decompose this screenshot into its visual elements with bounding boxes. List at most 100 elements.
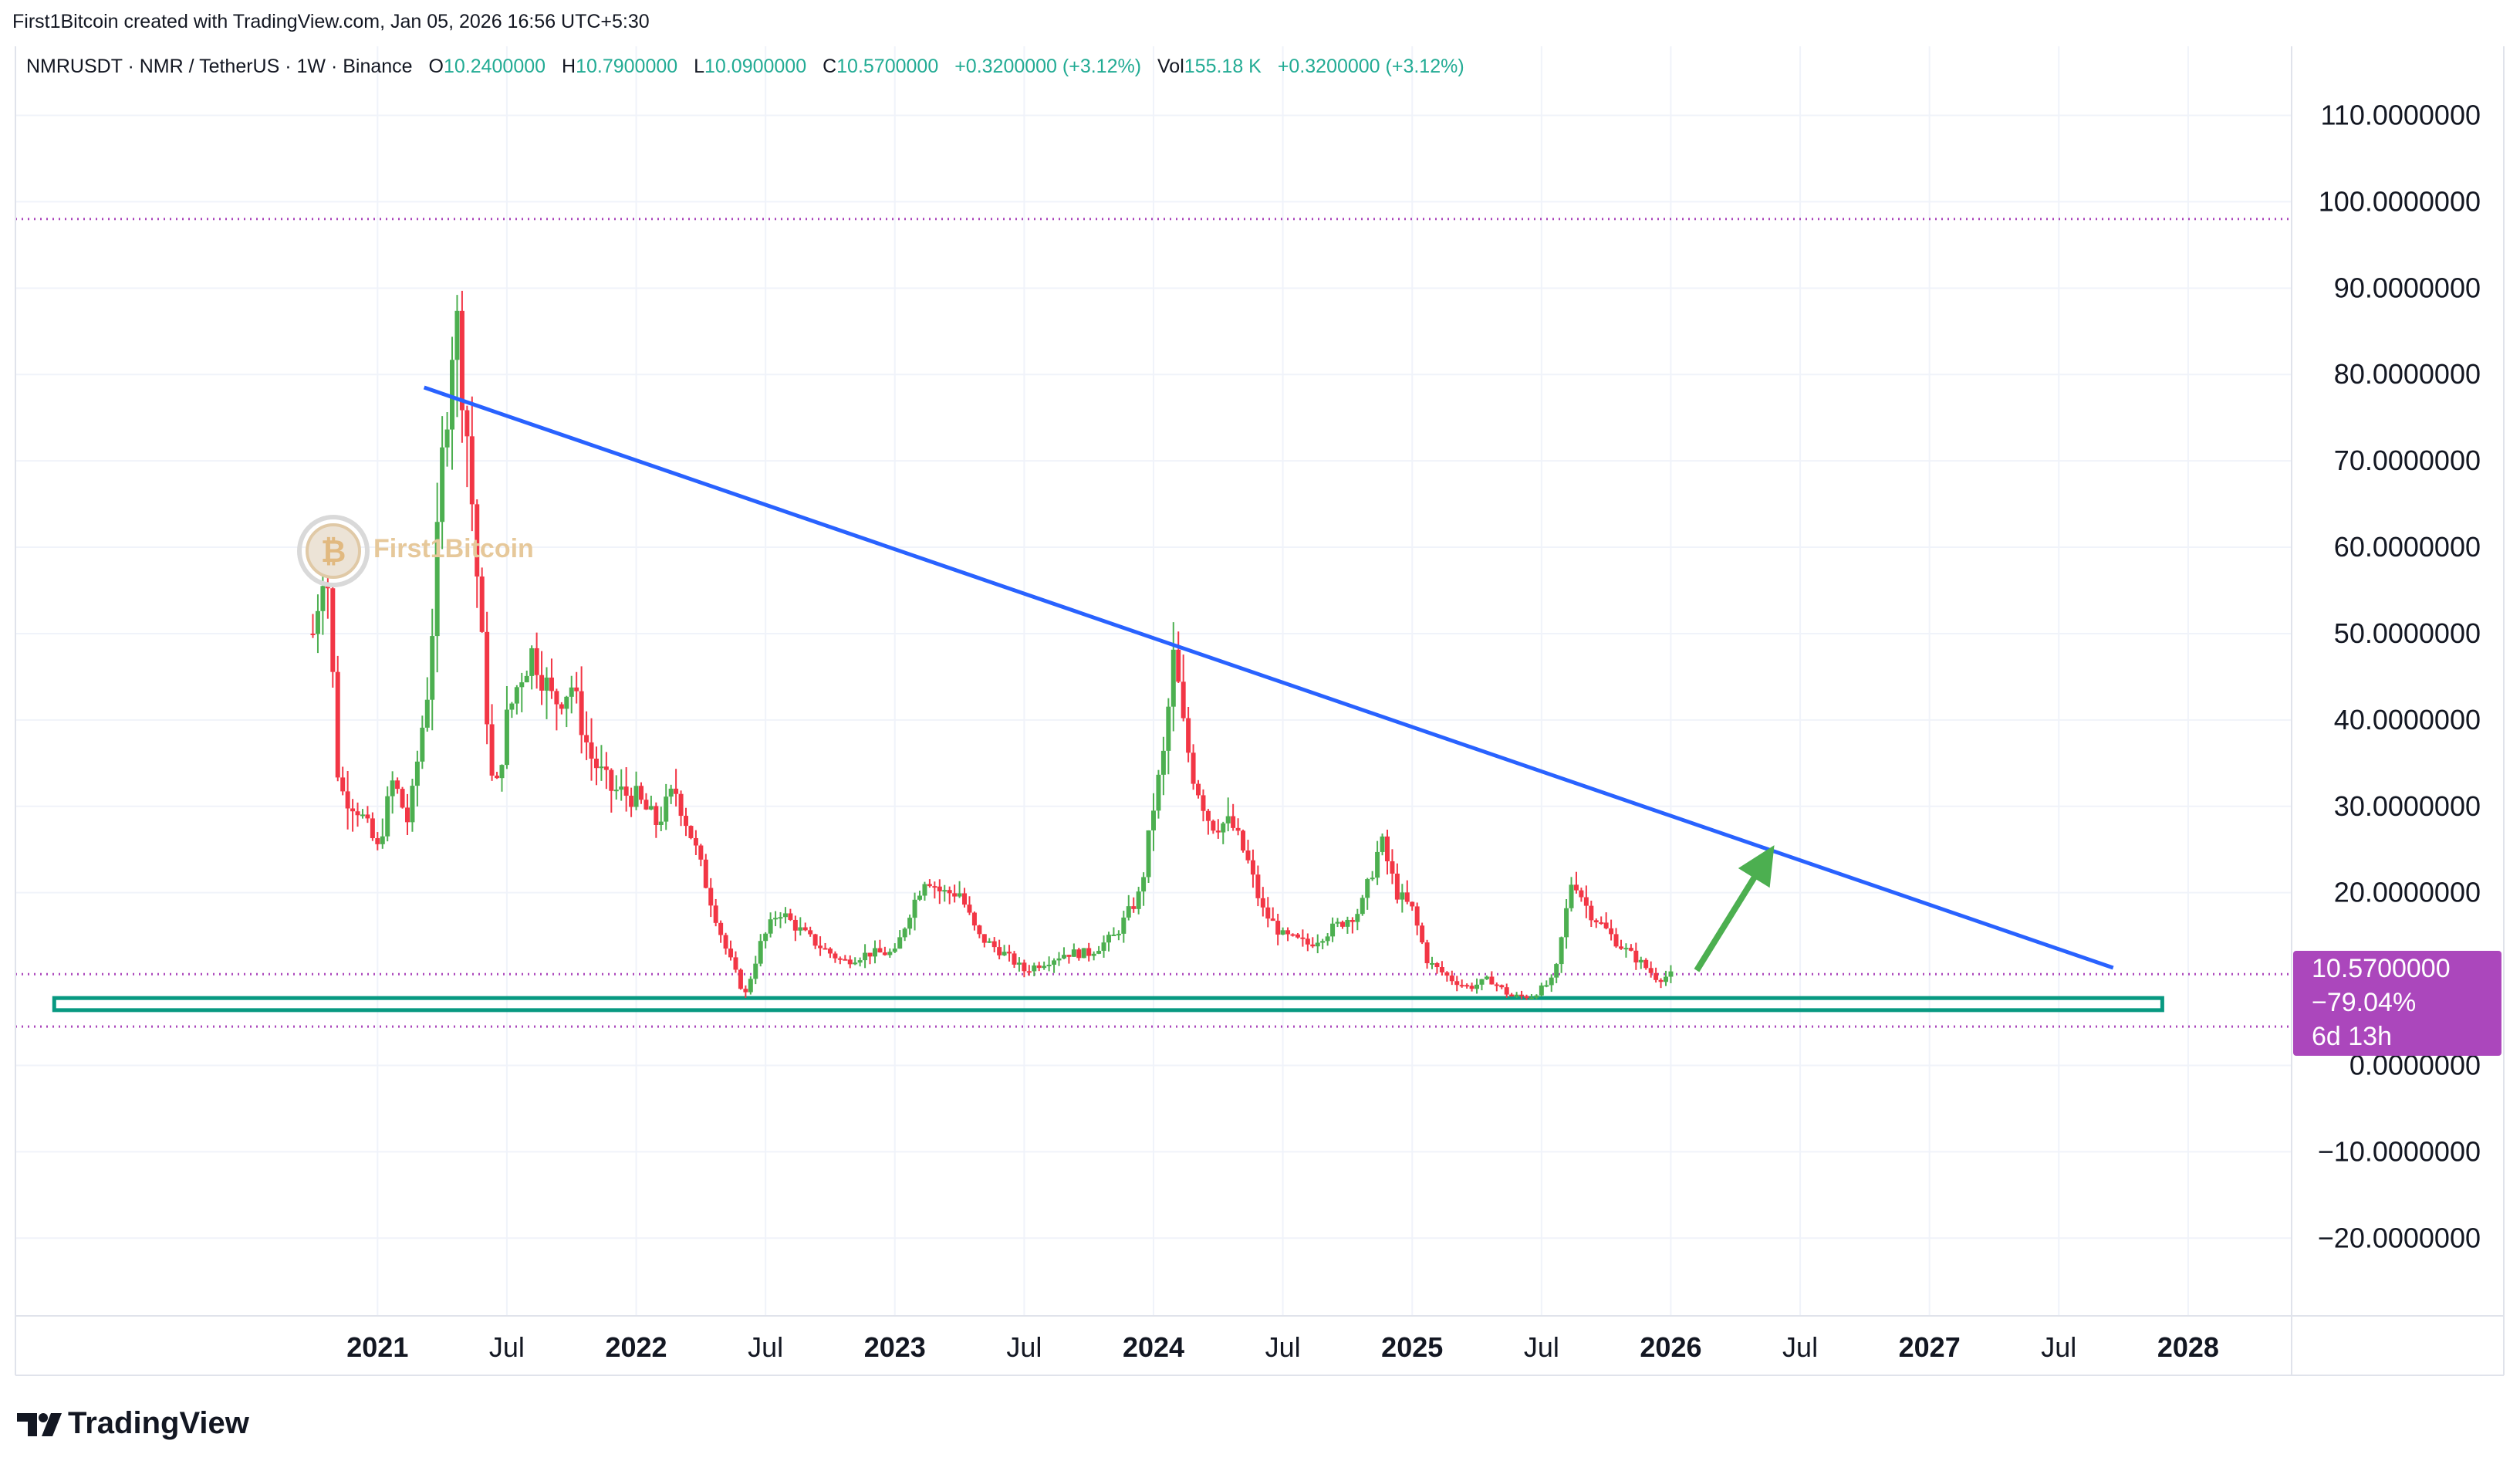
candle-body	[912, 899, 917, 918]
candle-body	[459, 310, 464, 411]
candle-body	[658, 821, 664, 825]
price-axis[interactable]: 110.0000000 100.0000000 90.0000000 80.00000…	[2318, 100, 2481, 1254]
candle-body	[917, 895, 923, 900]
time-tick-label: 2023	[864, 1331, 926, 1363]
projection-arrow[interactable]	[1694, 845, 1775, 972]
candle-body	[1016, 962, 1022, 965]
candle-body	[1643, 959, 1649, 969]
candle-body	[404, 807, 410, 823]
projection-arrow-group[interactable]	[1694, 845, 1775, 972]
candle-body	[1404, 892, 1410, 902]
candle-body	[1603, 922, 1609, 928]
candle-body	[310, 633, 316, 635]
candle-body	[1350, 919, 1355, 922]
trendline-group[interactable]	[423, 385, 2114, 970]
candle-body	[613, 790, 619, 792]
candle-body	[738, 969, 743, 989]
candle-body	[1394, 873, 1400, 900]
candle-body	[708, 888, 714, 906]
candle-body	[674, 788, 679, 794]
time-tick-label: 2021	[346, 1331, 408, 1363]
candle-body	[1170, 649, 1176, 707]
candle-body	[1121, 917, 1127, 934]
candle-body	[693, 837, 698, 846]
time-tick-label: Jul	[1265, 1331, 1301, 1363]
candle-body	[1579, 890, 1584, 898]
candle-body	[1191, 752, 1196, 784]
candle-body	[1618, 946, 1623, 949]
candle-body	[857, 960, 863, 963]
candle-body	[648, 806, 654, 810]
candle-body	[1106, 935, 1111, 943]
candle-body	[1126, 906, 1131, 918]
candle-body	[479, 576, 485, 632]
candle-body	[1160, 750, 1166, 775]
candle-body	[1265, 907, 1271, 919]
candle-body	[1211, 820, 1216, 831]
candle-body	[1424, 942, 1430, 964]
watermark-text: First1Bitcoin	[373, 534, 534, 563]
candle-body	[1434, 962, 1440, 968]
candle-body	[654, 806, 659, 825]
tradingview-logo[interactable]: TradingView	[17, 1406, 249, 1441]
candle-body	[1205, 810, 1211, 821]
candle-body	[1648, 968, 1654, 973]
candle-body	[1285, 930, 1291, 935]
candle-body	[1489, 976, 1495, 985]
time-tick-label: Jul	[1524, 1331, 1559, 1363]
candle-body	[569, 687, 574, 697]
time-tick-label: 2028	[2157, 1331, 2219, 1363]
candle-body	[1215, 830, 1221, 833]
candle-body	[430, 636, 435, 700]
candle-body	[1066, 955, 1072, 957]
candle-body	[853, 962, 858, 965]
time-tick-label: Jul	[748, 1331, 783, 1363]
candle-body	[1235, 827, 1241, 831]
candle-body	[514, 687, 519, 704]
candle-body	[1628, 948, 1633, 951]
candle-body	[713, 905, 718, 923]
candle-body	[962, 893, 968, 905]
candle-body	[827, 949, 833, 954]
candle-body	[1534, 995, 1539, 998]
close-value: 10.5700000	[836, 56, 939, 77]
candle-body	[1201, 795, 1206, 811]
support-rectangle[interactable]	[52, 996, 2164, 1013]
candle-body	[450, 360, 455, 430]
candle-body	[1638, 959, 1643, 963]
candle-body	[1554, 964, 1559, 978]
candle-body	[1519, 994, 1525, 996]
candle-body	[320, 586, 326, 611]
time-tick-label: Jul	[1782, 1331, 1818, 1363]
candle-body	[335, 671, 340, 778]
symbol-label[interactable]: NMRUSDT · NMR / TetherUS · 1W · Binance	[26, 56, 413, 77]
candle-body	[1390, 861, 1395, 874]
candle-body	[748, 979, 753, 993]
candle-body	[733, 957, 738, 970]
candle-body	[1339, 921, 1345, 927]
price-tick-label: 110.0000000	[2320, 100, 2481, 131]
high-label: H	[562, 56, 576, 77]
candle-body	[519, 682, 525, 688]
candle-body	[504, 709, 509, 766]
candle-body	[454, 310, 460, 360]
candle-body	[599, 766, 604, 769]
candle-body	[619, 786, 624, 790]
time-axis[interactable]: 2021 Jul 2022 Jul 2023 Jul 2024 Jul 2025 Jul 2026 J…	[346, 1331, 2219, 1363]
candle-body	[325, 586, 330, 589]
candle-body	[623, 786, 629, 796]
candle-body	[444, 429, 450, 448]
candle-body	[1295, 934, 1300, 938]
candle-body	[1156, 774, 1161, 811]
candle-body	[1509, 994, 1515, 997]
candle-body	[1609, 928, 1614, 935]
candle-body	[967, 905, 972, 913]
chart-frame	[15, 46, 2505, 1376]
candle-body	[664, 796, 669, 822]
candle-body	[1241, 830, 1246, 851]
support-zone[interactable]	[52, 996, 2164, 1013]
candle-body	[1475, 984, 1480, 989]
descending-trendline[interactable]	[423, 385, 2114, 970]
candle-body	[1231, 816, 1236, 828]
